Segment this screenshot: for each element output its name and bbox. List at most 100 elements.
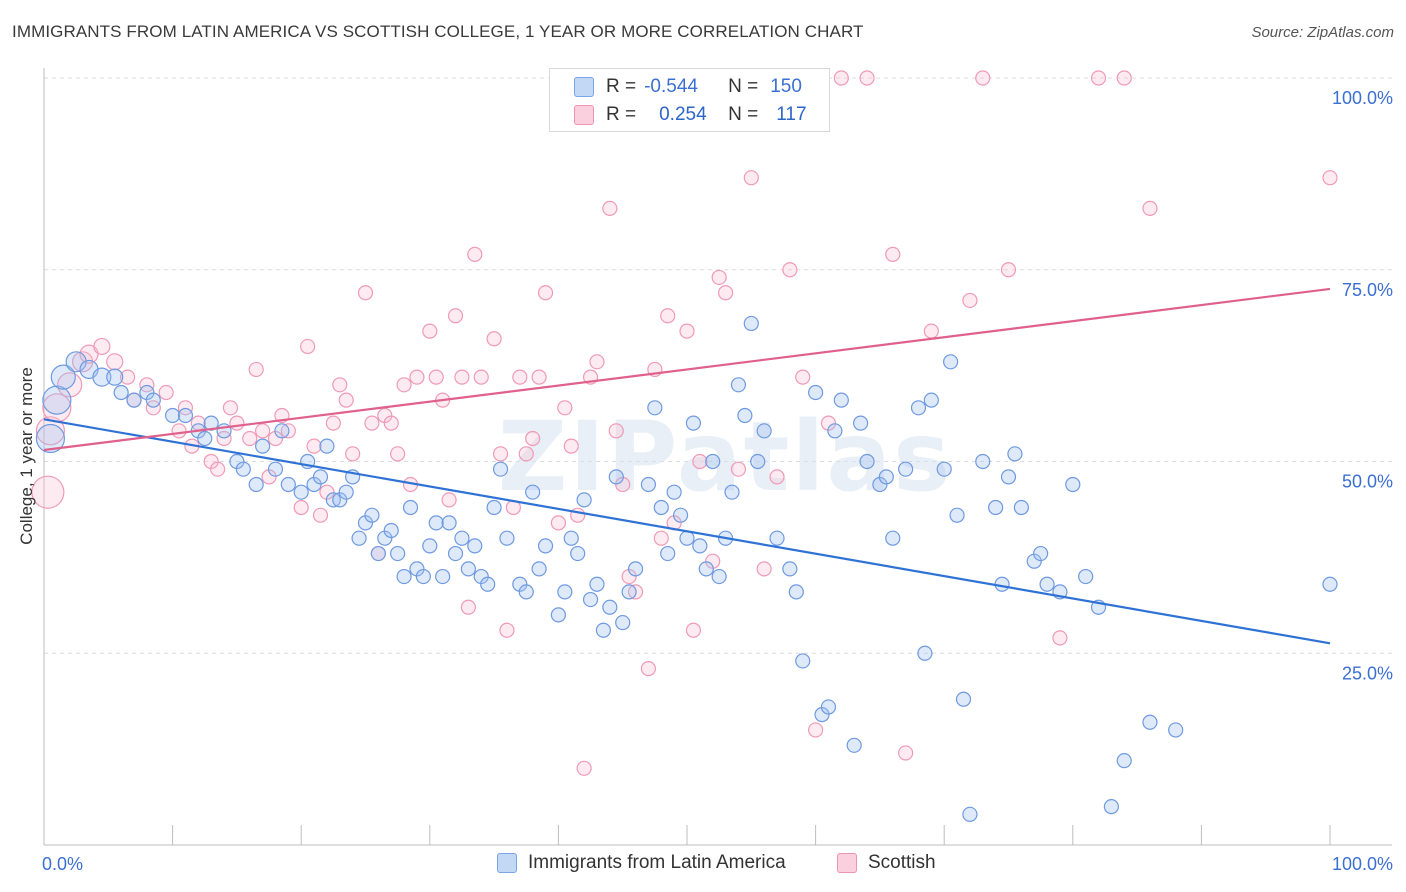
scottish-point	[499, 622, 515, 638]
chart-legend: Immigrants from Latin America Scottish	[0, 852, 1406, 878]
latin-america-point	[280, 476, 296, 493]
latin-america-point	[698, 561, 714, 577]
latin-america-point	[788, 584, 804, 600]
scottish-point	[229, 415, 245, 431]
scottish-point	[447, 308, 464, 324]
scottish-point	[242, 430, 258, 447]
scottish-point	[473, 369, 489, 385]
scottish-point	[653, 530, 669, 546]
watermark: ZIPatlas	[498, 401, 953, 513]
latin-america-point	[705, 453, 721, 470]
scottish-point	[531, 369, 547, 385]
scottish-point	[222, 400, 239, 416]
scottish-point	[782, 262, 798, 278]
latin-america-point	[1168, 722, 1184, 738]
latin-america-point	[653, 499, 669, 516]
latin-america-point	[422, 538, 438, 554]
x-tick-label: 0.0%	[42, 854, 83, 874]
latin-america-point	[486, 499, 502, 516]
latin-america-point	[711, 568, 727, 585]
latin-america-point	[248, 476, 264, 493]
scottish-point	[962, 292, 978, 309]
legend-item-scottish: Scottish	[837, 852, 936, 874]
scottish-point	[756, 561, 772, 577]
scottish-point	[383, 415, 399, 431]
scottish-point	[660, 308, 676, 324]
latin-america-point	[666, 484, 682, 500]
latin-america-point	[962, 806, 978, 822]
latin-america-point	[126, 392, 142, 408]
latin-america-point	[274, 423, 290, 439]
latin-america-point	[827, 423, 843, 439]
latin-america-point	[402, 499, 419, 516]
latin-america-point	[730, 377, 747, 393]
scottish-point	[396, 377, 412, 393]
scottish-point	[602, 200, 618, 216]
gridlines	[44, 77, 1392, 654]
latin-america-point	[42, 385, 72, 415]
r-label: R =	[606, 104, 637, 125]
n-label: N =	[728, 104, 759, 125]
latin-america-point	[955, 691, 972, 707]
latin-america-point	[988, 499, 1004, 516]
r-value: 0.254	[659, 104, 707, 125]
latin-america-point	[846, 737, 862, 753]
scottish-point	[422, 323, 438, 339]
scottish-point	[743, 170, 759, 186]
scottish-point	[550, 515, 567, 531]
scottish-point	[730, 461, 747, 477]
scottish-point	[312, 507, 329, 523]
scottish-point	[409, 369, 425, 385]
latin-america-point	[608, 469, 624, 485]
latin-america-point	[795, 653, 811, 669]
latin-america-point	[460, 561, 476, 577]
latin-america-point	[898, 461, 914, 477]
scottish-point	[35, 416, 66, 446]
scottish-point	[885, 246, 901, 263]
latin-america-point	[364, 507, 380, 523]
latin-america-point	[570, 545, 586, 562]
latin-america-point	[782, 561, 798, 577]
latin-america-point	[878, 469, 894, 485]
scottish-point	[640, 660, 657, 677]
scottish-point	[833, 70, 849, 86]
latin-america-point	[672, 507, 689, 523]
scottish-point	[608, 423, 624, 439]
scottish-point	[93, 337, 111, 356]
latin-america-point	[885, 530, 901, 546]
scottish-point	[428, 369, 444, 385]
latin-america-point	[917, 645, 933, 661]
y-tick-label: 25.0%	[1342, 663, 1393, 683]
latin-america-point	[1033, 545, 1049, 562]
scottish-point	[537, 285, 554, 301]
latin-america-point	[949, 507, 965, 523]
latin-america-point	[492, 461, 509, 477]
latin-america-point	[390, 545, 406, 562]
latin-america-point	[589, 576, 605, 592]
scottish-point	[467, 246, 483, 263]
latin-america-point	[660, 545, 676, 562]
scottish-point	[325, 415, 341, 431]
latin-america-point	[737, 407, 753, 424]
latin-america-point	[113, 384, 129, 401]
scottish-point	[563, 438, 579, 454]
scottish-point	[486, 331, 502, 347]
latin-america-point	[743, 315, 759, 332]
latin-america-point	[1103, 799, 1119, 815]
latin-america-point	[177, 407, 194, 424]
scottish-point	[1116, 70, 1132, 86]
latin-america-point	[537, 538, 554, 554]
latin-america-point	[975, 453, 991, 470]
scottish-point	[171, 423, 187, 439]
stats-swatch-pink	[574, 105, 594, 125]
latin-america-point	[550, 607, 567, 623]
scottish-point	[364, 415, 380, 431]
y-tick-label: 50.0%	[1342, 472, 1393, 492]
latin-america-point	[480, 576, 496, 592]
scottish-point	[300, 338, 316, 355]
correlation-stats-box: R = -0.544 N = 150 R = 0.254 N = 117	[549, 68, 830, 132]
latin-america-point	[65, 351, 87, 373]
latin-america-point	[441, 515, 457, 531]
latin-america-point	[1013, 499, 1029, 516]
latin-america-point	[383, 522, 399, 539]
